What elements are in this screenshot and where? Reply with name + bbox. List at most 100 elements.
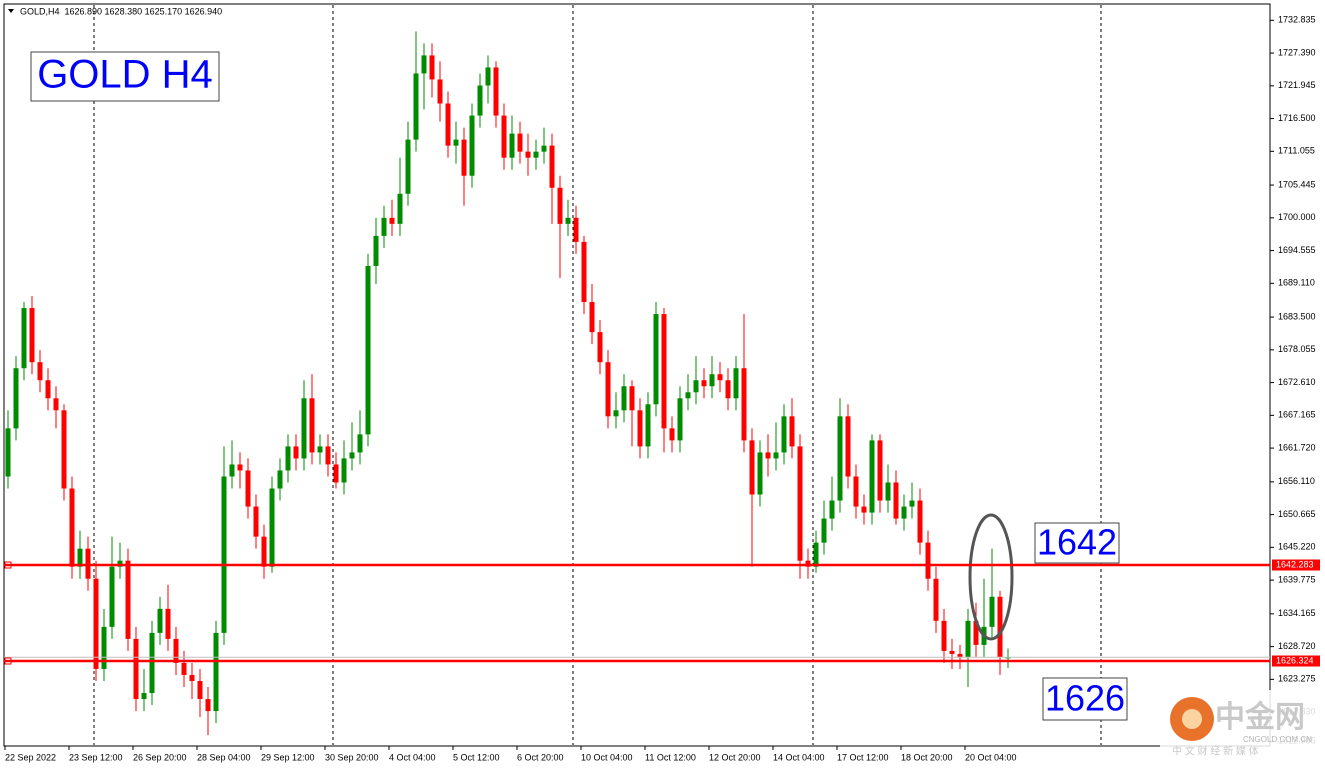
candle-body: [453, 139, 459, 146]
x-tick-label: 6 Oct 20:00: [517, 752, 564, 762]
candle-body: [613, 410, 619, 417]
candle-body: [573, 217, 579, 242]
level-handle: [4, 561, 12, 569]
candle-body: [77, 548, 83, 567]
y-tick-label: 1705.445: [1278, 179, 1316, 189]
candle-body: [333, 464, 339, 483]
candle-body: [533, 151, 539, 158]
y-tick-label: 1727.390: [1278, 47, 1316, 57]
candle-body: [221, 476, 227, 633]
logo-name: 中金网: [1215, 700, 1305, 734]
candle-body: [141, 693, 147, 700]
candle-body: [229, 464, 235, 477]
candle-body: [677, 398, 683, 441]
candle-body: [637, 410, 643, 447]
x-tick-label: 12 Oct 20:00: [709, 752, 761, 762]
x-tick-label: 17 Oct 12:00: [837, 752, 889, 762]
candle-body: [781, 416, 787, 453]
candle-body: [269, 488, 275, 567]
x-tick-label: 10 Oct 04:00: [581, 752, 633, 762]
x-tick-label: 14 Oct 04:00: [773, 752, 825, 762]
candle-body: [45, 380, 51, 399]
x-tick-label: 30 Sep 20:00: [325, 752, 379, 762]
candle-body: [853, 476, 859, 507]
level-tag: [1272, 559, 1320, 571]
candle-body: [557, 187, 563, 224]
y-tick-label: 1694.555: [1278, 245, 1316, 255]
candle-body: [541, 145, 547, 152]
candle-body: [517, 133, 523, 152]
candle-body: [941, 620, 947, 651]
candle-body: [397, 193, 403, 224]
logo-domain: CNGOLD.COM.CN: [1243, 735, 1312, 744]
highlight-ellipse: [968, 513, 1014, 641]
candle-body: [693, 380, 699, 393]
candle-body: [461, 139, 467, 176]
candle-body: [341, 458, 347, 483]
candle-body: [133, 638, 139, 700]
candle-body: [117, 560, 123, 567]
candle-body: [893, 482, 899, 519]
candle-body: [429, 55, 435, 80]
title-box: [30, 51, 220, 102]
candle-body: [629, 386, 635, 411]
candle-body: [813, 542, 819, 567]
candle-body: [773, 452, 779, 459]
candle-body: [309, 398, 315, 453]
y-tick-label: 1700.000: [1278, 212, 1316, 222]
candle-body: [293, 446, 299, 459]
candle-body: [237, 464, 243, 471]
candle-body: [845, 416, 851, 477]
y-tick-label: 1661.720: [1278, 442, 1316, 452]
candle-body: [437, 79, 443, 104]
candle-body: [37, 362, 43, 381]
chart-title: GOLD H4: [37, 53, 213, 97]
candle-body: [509, 133, 515, 158]
candle-body: [469, 115, 475, 176]
candle-body: [685, 392, 691, 399]
candle-body: [85, 548, 91, 579]
candle-body: [917, 500, 923, 543]
candle-body: [973, 620, 979, 645]
candle-body: [749, 440, 755, 495]
y-tick-label: 1732.835: [1278, 15, 1316, 25]
x-tick-label: 22 Sep 2022: [5, 752, 56, 762]
candle-body: [173, 638, 179, 663]
candle-body: [285, 446, 291, 471]
candle-body: [29, 308, 35, 363]
candle-body: [277, 470, 283, 489]
candle-body: [653, 314, 659, 405]
candle-body: [997, 596, 1003, 657]
y-tick-label: 1711.055: [1278, 146, 1315, 156]
candle-body: [493, 67, 499, 116]
candle-body: [909, 500, 915, 507]
candle-body: [949, 650, 955, 654]
candle-body: [669, 428, 675, 441]
candle-body: [861, 506, 867, 513]
y-tick-label: 1634.165: [1278, 608, 1316, 618]
menu-triangle: [8, 9, 14, 13]
candle-body: [357, 434, 363, 453]
candle-body: [869, 440, 875, 513]
candle-body: [901, 506, 907, 519]
candle-body: [61, 410, 67, 489]
candle-body: [645, 404, 651, 447]
candle-body: [261, 536, 267, 567]
candle-body: [205, 699, 211, 712]
candle-body: [661, 314, 667, 429]
candle-body: [413, 73, 419, 140]
x-tick-label: 5 Oct 12:00: [453, 752, 500, 762]
candle-body: [821, 518, 827, 543]
candle-body: [565, 217, 571, 224]
candle-body: [13, 368, 19, 429]
logo-icon-inner: [1182, 709, 1202, 729]
annotation: 1642: [1037, 522, 1117, 563]
y-tick-label: 1721.945: [1278, 80, 1316, 90]
candle-body: [253, 506, 259, 537]
candle-body: [805, 560, 811, 567]
chart-header: GOLD,H4 1626.890 1628.380 1625.170 1626.…: [20, 6, 222, 16]
candle-body: [5, 428, 11, 477]
candle-body: [349, 452, 355, 459]
candle-body: [189, 674, 195, 681]
